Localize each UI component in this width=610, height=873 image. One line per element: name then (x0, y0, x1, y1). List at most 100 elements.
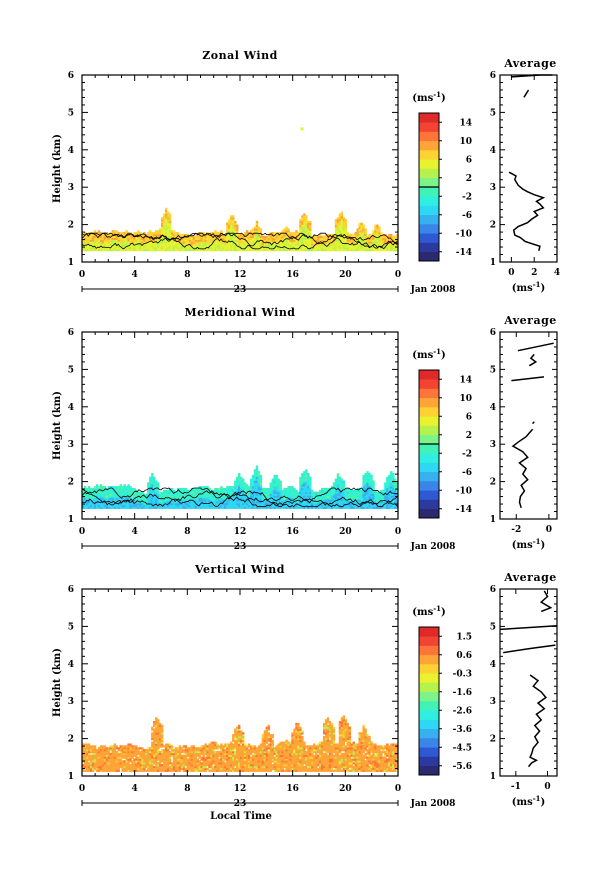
heatmap-cell (305, 247, 308, 250)
heatmap-cell (388, 233, 391, 237)
heatmap-cell (121, 487, 124, 491)
heatmap-cell (95, 750, 99, 754)
heatmap-cell (159, 728, 162, 731)
heatmap-cell (366, 491, 369, 494)
heatmap-cell (234, 502, 237, 506)
heatmap-cell (368, 474, 371, 478)
heatmap-cell (149, 241, 152, 244)
heatmap-cell (245, 248, 249, 252)
heatmap-cell (143, 754, 146, 757)
heatmap-cell (396, 482, 399, 485)
heatmap-cell (214, 232, 217, 235)
heatmap-cell (95, 243, 99, 246)
heatmap-cell (319, 497, 322, 500)
heatmap-cell (149, 248, 152, 252)
heatmap-cell (93, 760, 97, 763)
heatmap-cell (360, 497, 363, 500)
heatmap-cell (151, 728, 154, 731)
heatmap-cell (309, 491, 312, 494)
heatmap-cell (390, 471, 393, 474)
heatmap-cell (115, 245, 118, 248)
heatmap-cell (340, 233, 344, 237)
heatmap-cell (354, 502, 357, 506)
heatmap-cell (340, 213, 344, 216)
heatmap-cell (159, 762, 162, 765)
heatmap-cell (119, 754, 122, 757)
heatmap-cell (386, 239, 389, 242)
heatmap-cell (164, 765, 168, 769)
heatmap-cell (289, 487, 292, 491)
heatmap-cell (396, 506, 399, 509)
heatmap-cell (119, 491, 122, 494)
heatmap-cell (251, 493, 255, 496)
heatmap-cell (121, 764, 124, 767)
heatmap-cell (166, 213, 170, 216)
heatmap-cell (188, 497, 192, 500)
heatmap-cell (159, 232, 162, 235)
heatmap-cell (101, 769, 105, 772)
heatmap-cell (354, 235, 357, 239)
heatmap-cell (151, 499, 154, 502)
heatmap-cell (293, 233, 296, 237)
heatmap-cell (309, 482, 312, 485)
heatmap-cell (125, 502, 128, 506)
heatmap-cell (99, 239, 103, 242)
heatmap-cell (103, 241, 107, 244)
heatmap-cell (101, 762, 105, 765)
heatmap-cell (232, 504, 235, 508)
heatmap-cell (186, 248, 190, 252)
heatmap-cell (149, 493, 152, 496)
heatmap-cell (364, 239, 367, 242)
heatmap-cell (261, 491, 265, 494)
heatmap-cell (141, 754, 144, 757)
heatmap-cell (328, 502, 332, 506)
heatmap-cell (277, 480, 280, 483)
heatmap-cell (328, 248, 332, 252)
heatmap-cell (113, 764, 116, 767)
heatmap-cell (346, 501, 350, 504)
heatmap-cell (180, 248, 184, 252)
heatmap-cell (155, 750, 158, 754)
heatmap-cell (224, 235, 227, 239)
heatmap-cell (95, 232, 99, 235)
colorbar-swatch (419, 388, 439, 399)
heatmap-cell (218, 506, 221, 509)
heatmap-cell (157, 726, 160, 729)
heatmap-cell (143, 497, 146, 500)
heatmap-cell (324, 241, 328, 244)
heatmap-cell (257, 476, 261, 480)
heatmap-cell (95, 493, 99, 496)
heatmap-cell (166, 499, 170, 502)
heatmap-cell (392, 478, 395, 481)
heatmap-cell (111, 233, 115, 237)
heatmap-cell (358, 247, 361, 250)
heatmap-cell (234, 486, 237, 489)
heatmap-cell (127, 762, 130, 765)
heatmap-cell (370, 480, 373, 483)
heatmap-cell (352, 489, 355, 493)
heatmap-cell (115, 489, 118, 493)
heatmap-cell (220, 499, 223, 502)
heatmap-cell (99, 235, 103, 239)
heatmap-cell (216, 233, 219, 237)
heatmap-cell (202, 239, 205, 242)
heatmap-cell (232, 224, 235, 227)
heatmap-cell (340, 487, 344, 491)
heatmap-cell (275, 495, 278, 498)
heatmap-cell (328, 239, 332, 242)
heatmap-cell (164, 749, 168, 752)
heatmap-cell (93, 765, 97, 769)
heatmap-cell (356, 499, 359, 502)
heatmap-cell (396, 237, 399, 240)
heatmap-cell (380, 233, 383, 237)
heatmap-cell (184, 233, 188, 237)
heatmap-cell (350, 504, 353, 508)
heatmap-cell (340, 232, 344, 235)
heatmap-cell (161, 239, 164, 242)
heatmap-cell (210, 502, 213, 506)
heatmap-cell (324, 239, 328, 242)
heatmap-cell (247, 506, 251, 509)
heatmap-cell (303, 501, 306, 504)
heatmap-cell (334, 491, 338, 494)
